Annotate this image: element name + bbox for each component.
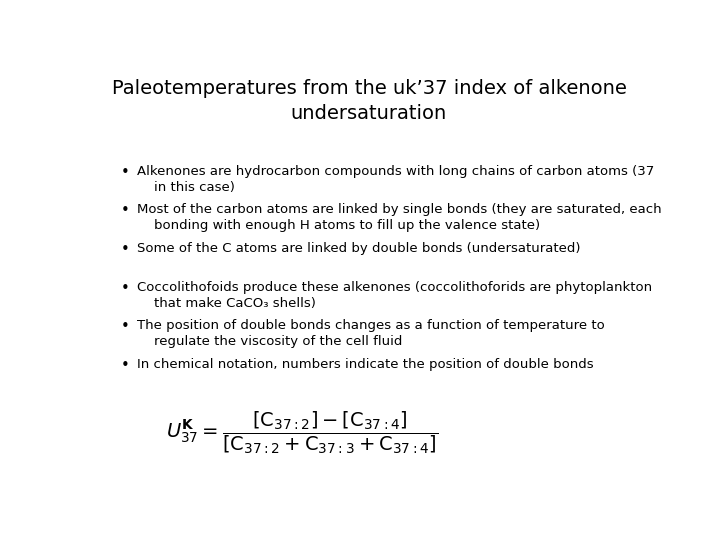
Text: •: • — [121, 242, 130, 257]
Text: $\mathit{U}_{37}^{\mathbf{K}} = \dfrac{[\mathrm{C}_{37:2}] - [\mathrm{C}_{37:4}]: $\mathit{U}_{37}^{\mathbf{K}} = \dfrac{[… — [166, 409, 438, 456]
Text: •: • — [121, 281, 130, 295]
Text: •: • — [121, 358, 130, 373]
Text: The position of double bonds changes as a function of temperature to
    regulat: The position of double bonds changes as … — [138, 319, 606, 348]
Text: Alkenones are hydrocarbon compounds with long chains of carbon atoms (37
    in : Alkenones are hydrocarbon compounds with… — [138, 165, 654, 194]
Text: Coccolithofoids produce these alkenones (coccolithoforids are phytoplankton
    : Coccolithofoids produce these alkenones … — [138, 281, 652, 309]
Text: •: • — [121, 165, 130, 180]
Text: Most of the carbon atoms are linked by single bonds (they are saturated, each
  : Most of the carbon atoms are linked by s… — [138, 203, 662, 232]
Text: In chemical notation, numbers indicate the position of double bonds: In chemical notation, numbers indicate t… — [138, 358, 594, 371]
Text: •: • — [121, 203, 130, 218]
Text: Paleotemperatures from the uk’37 index of alkenone
undersaturation: Paleotemperatures from the uk’37 index o… — [112, 79, 626, 123]
Text: •: • — [121, 319, 130, 334]
Text: Some of the C atoms are linked by double bonds (undersaturated): Some of the C atoms are linked by double… — [138, 242, 581, 255]
